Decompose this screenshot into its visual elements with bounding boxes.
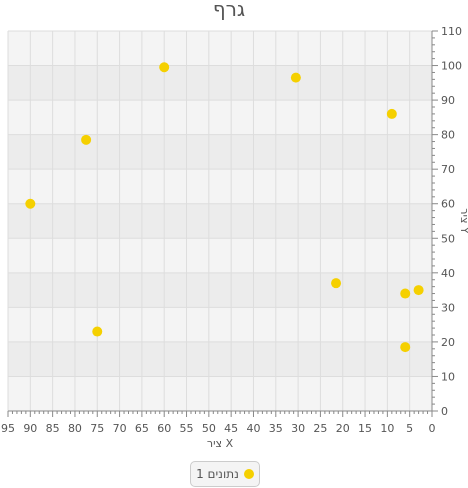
x-tick-label: 90 <box>23 422 37 435</box>
data-point <box>81 134 92 145</box>
data-point <box>400 288 411 299</box>
x-tick-label: 40 <box>246 422 260 435</box>
x-tick-label: 20 <box>336 422 350 435</box>
data-point <box>331 278 342 289</box>
x-tick-label: 35 <box>269 422 283 435</box>
data-point <box>400 342 411 353</box>
legend-swatch <box>243 469 254 479</box>
background-bands <box>8 31 432 411</box>
grid-band <box>8 31 432 66</box>
grid-band <box>8 134 432 170</box>
x-tick-label: 55 <box>180 422 194 435</box>
x-tick-label: 15 <box>358 422 372 435</box>
data-point <box>386 108 397 119</box>
x-tick-label: 60 <box>157 422 171 435</box>
y-tick-label: 30 <box>441 301 455 314</box>
legend-label: נתונים 1 <box>196 467 239 481</box>
grid-band <box>8 100 432 135</box>
y-tick-label: 40 <box>441 267 455 280</box>
grid-band <box>8 376 432 411</box>
grid-lines <box>7 30 433 412</box>
x-tick-label: 25 <box>313 422 327 435</box>
data-points <box>25 62 424 353</box>
grid-band <box>8 169 432 204</box>
x-tick-label: 85 <box>46 422 60 435</box>
x-tick-label: 75 <box>90 422 104 435</box>
y-tick-label: 0 <box>441 405 448 418</box>
y-tick-label: 50 <box>441 232 455 245</box>
y-tick-label: 100 <box>441 60 462 73</box>
data-point <box>290 72 301 83</box>
y-tick-label: 10 <box>441 370 455 383</box>
legend-item[interactable]: נתונים 1 <box>190 461 260 487</box>
y-tick-label: 90 <box>441 94 455 107</box>
x-axis-ticks: 95 90 85 80 75 70 65 60 55 50 45 40 35 30 25 20 15 10 5 0 <box>1 411 436 435</box>
y-axis-label: ציר Y <box>458 208 468 234</box>
grid-band <box>8 238 432 273</box>
x-tick-label: 70 <box>113 422 127 435</box>
data-point <box>413 285 424 296</box>
y-tick-label: 20 <box>441 336 455 349</box>
x-tick-label: 30 <box>291 422 305 435</box>
chart-title: גרף <box>213 0 245 21</box>
x-tick-label: 0 <box>429 422 436 435</box>
x-tick-label: 65 <box>135 422 149 435</box>
grid-band <box>8 272 432 308</box>
y-tick-label: 70 <box>441 163 455 176</box>
grid-band <box>8 307 432 342</box>
grid-band <box>8 203 432 239</box>
y-axis-ticks: 0 10 20 30 40 50 60 70 80 90 100 110 <box>432 25 462 418</box>
y-tick-label: 80 <box>441 129 455 142</box>
x-tick-label: 5 <box>406 422 413 435</box>
x-tick-label: 50 <box>202 422 216 435</box>
axes <box>8 31 433 412</box>
grid-band <box>8 341 432 377</box>
data-point <box>92 326 103 337</box>
x-tick-label: 45 <box>224 422 238 435</box>
grid-band <box>8 65 432 101</box>
y-tick-label: 60 <box>441 198 455 211</box>
y-tick-label: 110 <box>441 25 462 38</box>
x-tick-label: 10 <box>380 422 394 435</box>
x-axis-label: ציר X <box>207 437 234 450</box>
x-tick-label: 95 <box>1 422 15 435</box>
data-point <box>159 62 170 73</box>
data-point <box>25 198 36 209</box>
x-tick-label: 80 <box>68 422 82 435</box>
